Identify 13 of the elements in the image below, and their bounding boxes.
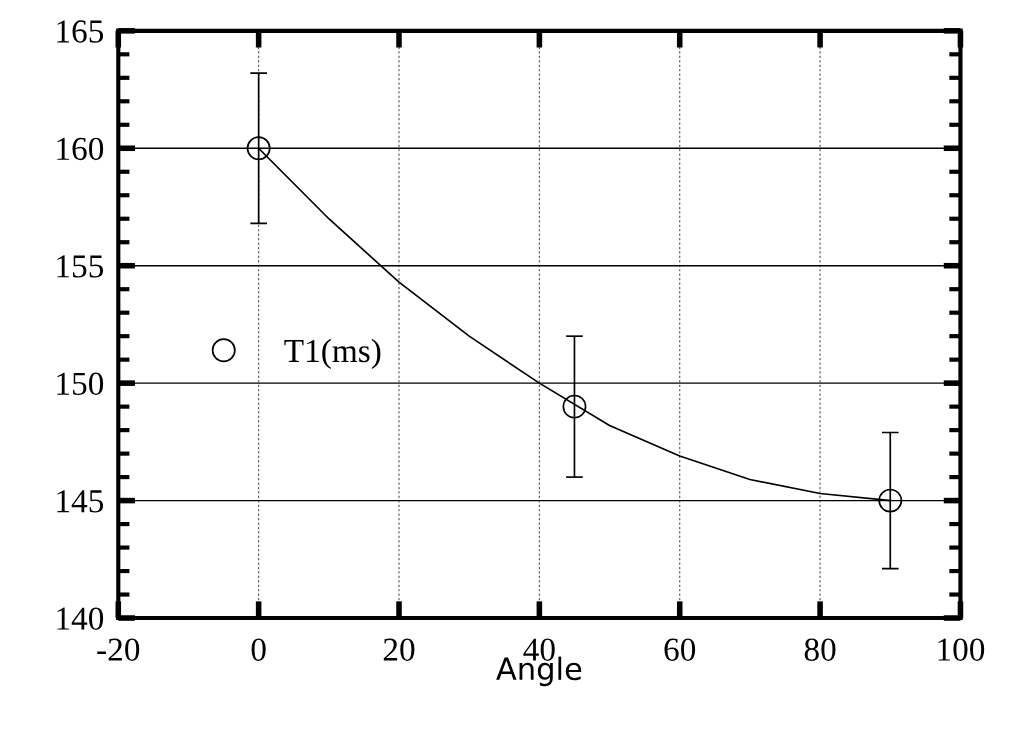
y-tick-label: 155	[57, 255, 104, 278]
x-tick-label: -20	[97, 638, 140, 661]
y-tick-label: 165	[57, 20, 104, 43]
y-tick-label: 145	[57, 490, 104, 513]
y-tick-label: 160	[57, 137, 104, 161]
legend-label: T1(ms)	[284, 338, 381, 369]
x-tick-label: 60	[664, 638, 696, 661]
x-tick-label: 80	[804, 638, 836, 661]
x-tick-label: 20	[383, 638, 415, 661]
y-tick-label: 140	[57, 607, 104, 630]
y-tick-label: 150	[57, 372, 104, 396]
x-tick-label: 100	[938, 638, 985, 661]
x-tick-label: 0	[251, 638, 266, 661]
